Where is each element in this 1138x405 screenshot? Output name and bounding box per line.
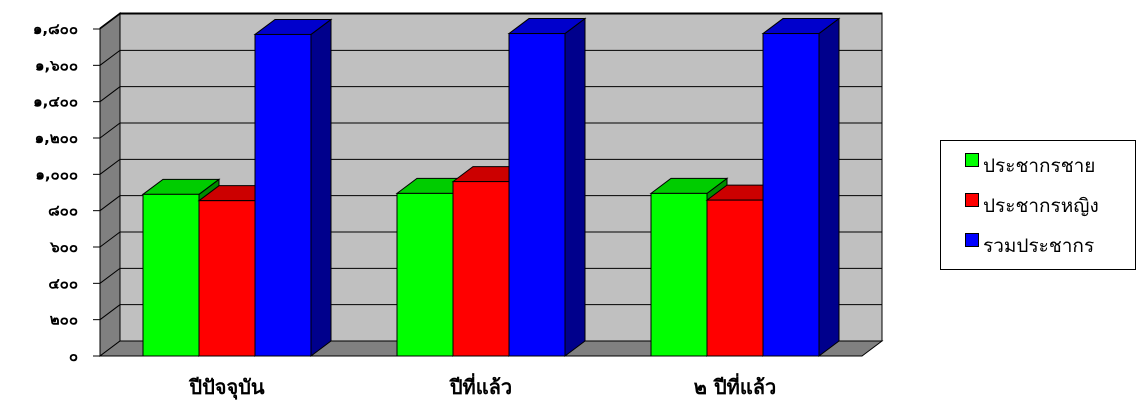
bar-front-face [650,192,708,357]
bar-front-face [142,193,200,357]
bar [253,18,333,357]
x-tick-label: ๒ ปีที่แล้ว [694,372,776,399]
bar-front-face [452,181,510,357]
legend-label-total: รวมประชากร [983,235,1095,257]
x-tick-label: ปีที่แล้ว [449,372,513,399]
y-tick-label: ๑,๘๐๐ [33,20,78,38]
gridline [99,158,882,175]
bar-side-face [310,18,332,357]
bar-front-face [508,33,566,357]
y-tick-label: ๑,๔๐๐ [33,93,78,111]
y-tick-label: ๑,๐๐๐ [35,165,78,183]
gridline [99,195,882,212]
bar-front-face [254,33,312,357]
bar-front-face [198,200,256,357]
legend-swatch-total [965,233,979,247]
bar-front-face [706,199,764,357]
bar-side-face [564,17,586,357]
y-tick-label: ๑,๖๐๐ [35,56,78,74]
legend-item-total: รวมประชากร [965,231,1094,261]
bar-side-face [818,17,840,357]
legend-swatch-male [965,153,979,167]
bars [141,17,841,357]
gridline [99,267,882,284]
legend: ประชากรชาย ประชากรหญิง รวมประชากร [940,140,1136,270]
y-tick-label: ๐ [69,347,78,365]
plot-side-wall [99,12,121,357]
gridline [99,86,882,103]
gridline [99,304,882,321]
x-axis-labels: ปีปัจจุบัน ปีที่แล้ว ๒ ปีที่แล้ว [188,372,776,400]
gridline [99,49,882,66]
legend-item-female: ประชากรหญิง [965,191,1099,221]
bar-front-face [396,192,454,357]
bar [507,17,587,357]
y-tick-label: ๑,๒๐๐ [35,129,78,147]
bar [761,17,841,357]
gridlines [99,13,882,321]
x-tick-label: ปีปัจจุบัน [188,375,265,400]
y-tick-label: ๒๐๐ [50,311,78,329]
gridline [99,13,882,30]
gridline [99,231,882,248]
y-tick-label: ๖๐๐ [49,238,78,256]
y-axis-ticks: ๐ ๒๐๐ ๔๐๐ ๖๐๐ ๘๐๐ ๑,๐๐๐ ๑,๒๐๐ ๑,๔๐๐ ๑,๖๐๐ ๑,๘๐๐ [33,20,101,365]
gridline [99,122,882,139]
legend-swatch-female [965,193,979,207]
bar-front-face [762,33,820,357]
legend-label-male: ประชากรชาย [983,155,1096,177]
legend-item-male: ประชากรชาย [965,151,1095,181]
y-tick-label: ๔๐๐ [48,274,78,292]
y-tick-label: ๘๐๐ [48,202,78,220]
legend-label-female: ประชากรหญิง [983,195,1099,217]
